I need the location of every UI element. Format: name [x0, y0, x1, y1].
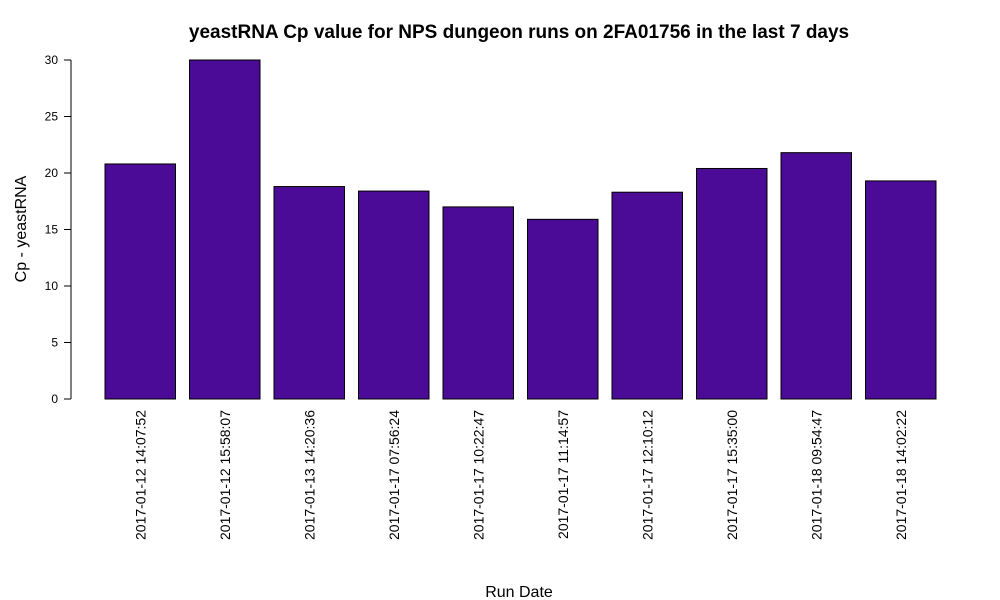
bar — [611, 191, 683, 400]
x-tick-labels: 2017-01-12 14:07:52 2017-01-12 15:58:07 20… — [132, 410, 909, 540]
bar — [189, 59, 261, 400]
x-tick-label: 2017-01-17 07:56:24 — [386, 410, 402, 540]
y-tick-label: 5 — [51, 336, 58, 350]
y-tick-label: 30 — [45, 53, 59, 67]
chart-title: yeastRNA Cp value for NPS dungeon runs o… — [189, 22, 849, 43]
x-tick-label: 2017-01-12 14:07:52 — [132, 410, 148, 540]
x-tick-label: 2017-01-17 10:22:47 — [470, 410, 486, 540]
x-tick-label: 2017-01-18 09:54:47 — [808, 410, 824, 540]
x-tick-label: 2017-01-17 11:14:57 — [555, 410, 571, 539]
y-tick-label: 0 — [51, 392, 58, 406]
x-tick-label: 2017-01-17 12:10:12 — [639, 410, 655, 540]
y-axis-label: Cp - yeastRNA — [13, 175, 30, 282]
bar — [527, 218, 599, 400]
bar — [442, 206, 514, 400]
y-tick-label: 25 — [45, 110, 59, 124]
bar — [273, 186, 345, 400]
bar — [696, 167, 768, 400]
y-axis: 0 5 10 15 20 25 30 — [45, 53, 72, 406]
x-tick-label: 2017-01-17 15:35:00 — [724, 410, 740, 540]
x-tick-label: 2017-01-13 14:20:36 — [301, 410, 317, 540]
x-tick-label: 2017-01-18 14:02:22 — [893, 410, 909, 540]
bar — [104, 163, 176, 400]
y-tick-label: 20 — [45, 166, 59, 180]
bar — [780, 152, 852, 400]
x-axis-label: Run Date — [485, 584, 553, 600]
bars-group — [104, 59, 937, 400]
x-tick-label: 2017-01-12 15:58:07 — [217, 410, 233, 540]
y-tick-label: 10 — [45, 279, 59, 293]
bar — [865, 180, 937, 400]
y-tick-label: 15 — [45, 223, 59, 237]
bar — [358, 190, 430, 400]
